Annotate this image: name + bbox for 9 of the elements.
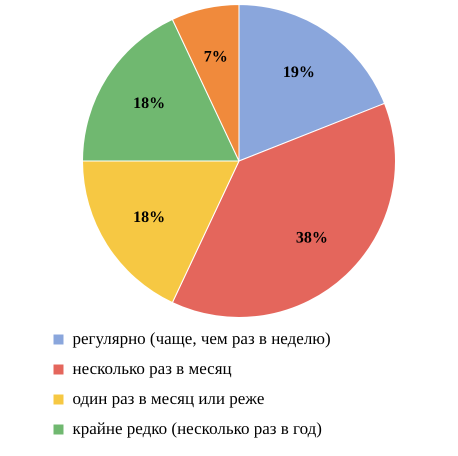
data-label: 7%: [204, 48, 228, 66]
data-label: 18%: [133, 209, 166, 226]
data-label: 18%: [133, 95, 166, 112]
legend-label: крайне редко (несколько раз в год): [72, 418, 322, 438]
legend-label: регулярно (чаще, чем раз в неделю): [72, 328, 331, 348]
data-label: 19%: [282, 64, 315, 82]
legend-label: несколько раз в месяц: [72, 358, 232, 378]
legend-label: один раз в месяц или реже: [72, 388, 264, 408]
data-label: 38%: [296, 230, 328, 247]
